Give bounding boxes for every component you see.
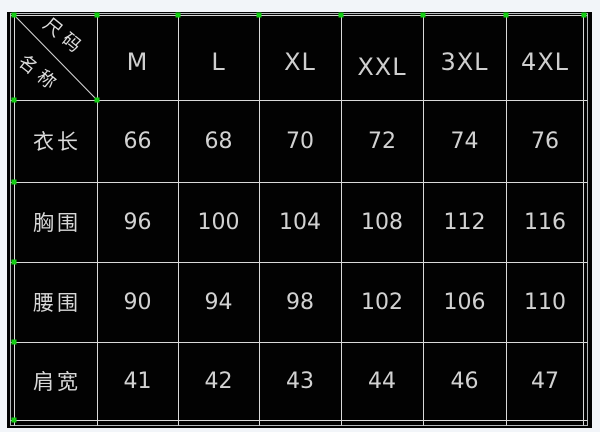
corner-label-name: 名称 — [14, 50, 65, 98]
row-label-shoulder-width: 肩宽 — [33, 370, 81, 394]
table-cell: 104 — [279, 209, 321, 235]
table-cell: 47 — [531, 368, 559, 394]
table-cell: 66 — [123, 128, 152, 154]
table-cell: 74 — [450, 128, 479, 154]
corner-header-cell: 尺码 名称 — [14, 15, 97, 100]
column-header-m: M — [126, 47, 149, 76]
table-cell: 100 — [197, 209, 240, 235]
column-header-l: L — [211, 47, 226, 76]
table-cell: 98 — [286, 289, 314, 315]
table-cell: 44 — [368, 368, 396, 394]
table-cell: 94 — [204, 289, 233, 315]
table-cell: 43 — [286, 368, 314, 394]
table-cell: 110 — [524, 289, 566, 315]
table-cell: 41 — [123, 368, 152, 394]
table-cell: 70 — [286, 128, 314, 154]
table-cell: 68 — [204, 128, 233, 154]
row-label-waist: 腰围 — [33, 291, 81, 315]
table-cell: 76 — [531, 128, 559, 154]
row-label-chest: 胸围 — [33, 211, 81, 235]
table-cell: 72 — [368, 128, 396, 154]
column-header-4xl: 4XL — [520, 47, 570, 76]
row-label-garment-length: 衣长 — [33, 130, 81, 154]
table-cell: 108 — [361, 209, 403, 235]
column-header-3xl: 3XL — [440, 47, 489, 76]
table-cell: 112 — [443, 209, 486, 235]
size-table: 尺码 名称 M L XL XXL 3XL 4XL 衣长 66 68 70 72 … — [14, 15, 584, 420]
table-cell: 90 — [123, 289, 152, 315]
table-cell: 96 — [123, 209, 152, 235]
column-header-xxl: XXL — [357, 52, 407, 81]
table-cell: 102 — [361, 289, 403, 315]
column-header-xl: XL — [284, 47, 316, 76]
table-cell: 116 — [524, 209, 566, 235]
corner-label-size: 尺码 — [38, 15, 90, 61]
table-cell: 106 — [443, 289, 486, 315]
table-cell: 46 — [450, 368, 479, 394]
table-cell: 42 — [204, 368, 233, 394]
